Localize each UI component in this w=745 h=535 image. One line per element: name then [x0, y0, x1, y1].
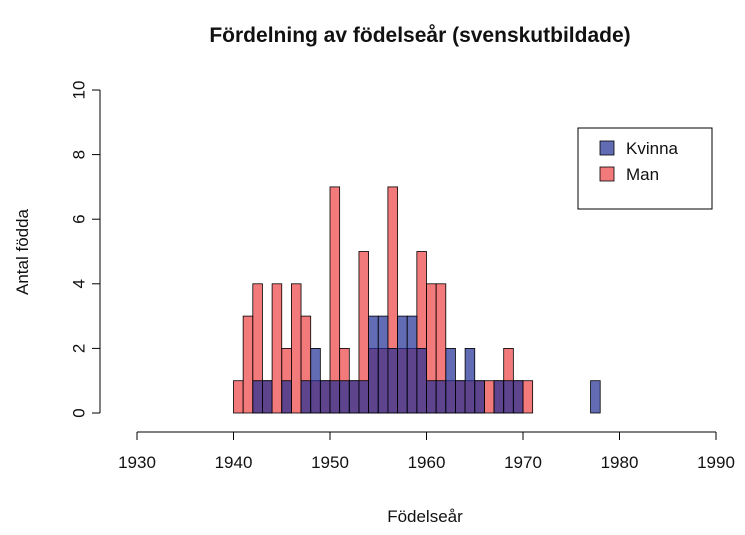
bar [522, 380, 534, 414]
x-tick-label: 1980 [601, 453, 639, 472]
bar [493, 380, 505, 414]
x-axis-label: Födelseår [387, 507, 463, 526]
bar [290, 283, 302, 414]
bar [397, 315, 408, 414]
bar [252, 380, 263, 414]
bar [300, 380, 312, 414]
x-tick-label: 1960 [408, 453, 446, 472]
bar [483, 380, 495, 414]
legend-swatch [599, 140, 615, 156]
y-tick-label: 4 [69, 279, 88, 288]
y-axis-label: Antal födda [13, 208, 32, 295]
bar [590, 380, 601, 414]
y-tick-label: 10 [69, 81, 88, 100]
y-tick-label: 8 [69, 150, 88, 159]
bar [455, 380, 466, 414]
legend-label: Kvinna [626, 139, 679, 158]
bar [512, 380, 524, 414]
bar [445, 347, 456, 414]
bar [242, 315, 254, 414]
y-tick-label: 2 [69, 344, 88, 353]
bar [474, 380, 485, 414]
bar [281, 380, 292, 414]
bar [262, 380, 273, 414]
bar [503, 380, 514, 414]
bar [377, 315, 389, 414]
bar [416, 347, 427, 414]
chart-title: Fördelning av födelseår (svenskutbildade… [209, 24, 630, 47]
y-tick-label: 6 [69, 214, 88, 223]
bar [233, 380, 244, 414]
bar [435, 380, 447, 414]
bar [319, 380, 331, 414]
bar [329, 380, 341, 414]
bar [426, 380, 437, 414]
bar [368, 315, 379, 414]
legend-swatch [599, 166, 615, 182]
bar [464, 347, 476, 414]
bar [387, 347, 398, 414]
x-tick-label: 1970 [504, 453, 542, 472]
x-tick-label: 1950 [311, 453, 349, 472]
bar [348, 380, 360, 414]
x-tick-label: 1990 [697, 453, 735, 472]
bar [271, 283, 283, 414]
y-tick-label: 0 [69, 408, 88, 417]
legend-label: Man [626, 165, 659, 184]
bar [329, 186, 341, 414]
bar [310, 347, 321, 414]
x-tick-label: 1930 [118, 453, 156, 472]
bar [358, 380, 370, 414]
bar [339, 380, 350, 414]
x-tick-label: 1940 [215, 453, 253, 472]
bar [406, 315, 418, 414]
